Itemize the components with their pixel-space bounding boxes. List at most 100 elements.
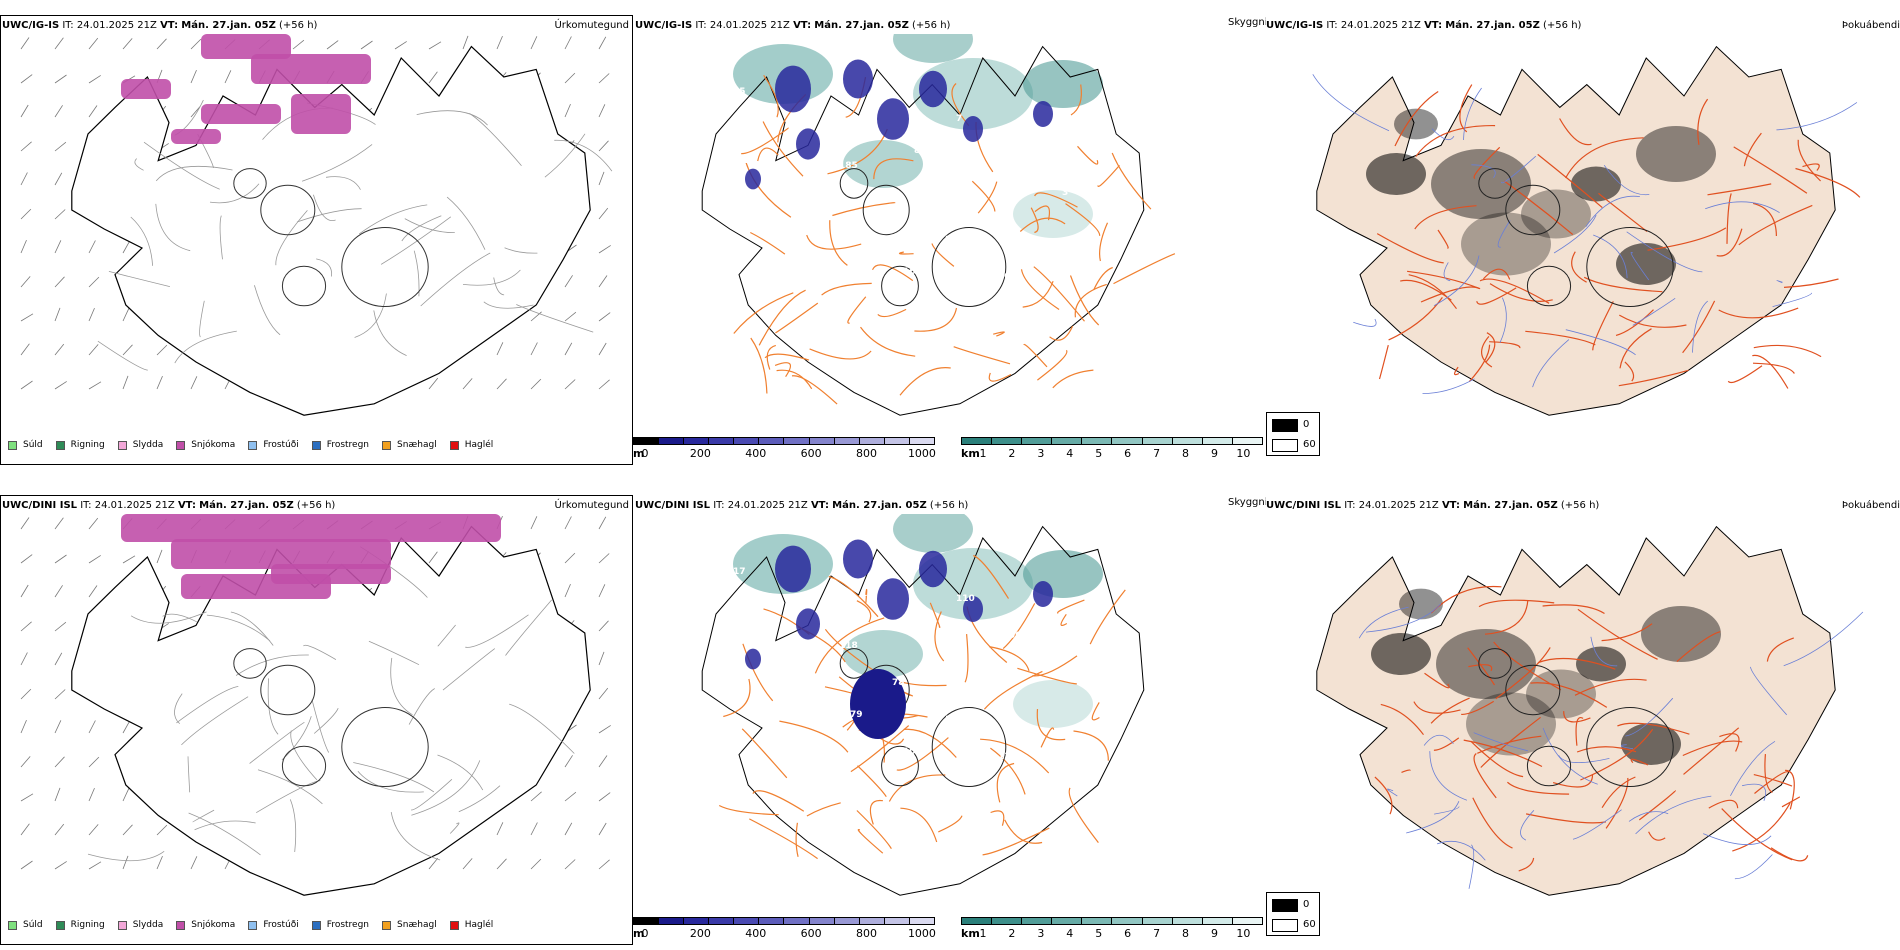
road-line bbox=[1598, 192, 1648, 232]
glacier-outline bbox=[1478, 648, 1512, 679]
colorbar-tick: 400 bbox=[745, 927, 767, 940]
road-line bbox=[1783, 611, 1864, 667]
fog-max-swatch bbox=[1272, 899, 1298, 912]
wind-barb bbox=[292, 39, 305, 50]
legend-item: Rigning bbox=[55, 440, 105, 450]
legend-label: Haglél bbox=[464, 920, 494, 930]
wind-barb bbox=[20, 239, 27, 254]
road-line bbox=[1443, 262, 1451, 282]
colorbar-step bbox=[709, 918, 735, 924]
colorbar-tick: 2 bbox=[1008, 447, 1016, 460]
legend-label: Súld bbox=[23, 920, 43, 930]
cloud-base-area bbox=[963, 596, 983, 622]
road-line bbox=[1495, 647, 1551, 700]
road-line bbox=[806, 802, 841, 817]
colorbar-tick: 1000 bbox=[907, 927, 936, 940]
road-line bbox=[1091, 702, 1100, 721]
road-line bbox=[814, 617, 885, 674]
legend-swatch bbox=[8, 440, 17, 450]
road-line bbox=[1401, 769, 1411, 773]
cloud-base-label: 13 bbox=[744, 156, 757, 166]
wind-barb bbox=[190, 376, 198, 390]
fog-legend: 0 60 bbox=[1266, 892, 1320, 936]
colorbar-step bbox=[884, 918, 910, 924]
road-line bbox=[1520, 810, 1535, 841]
wind-barb bbox=[190, 69, 197, 84]
wind-barb bbox=[20, 719, 27, 734]
fog-min-label: 60 bbox=[1303, 919, 1316, 930]
colorbar-step bbox=[809, 918, 835, 924]
colorbar-step bbox=[1172, 438, 1203, 444]
colorbar-step bbox=[834, 918, 860, 924]
road-line bbox=[1434, 806, 1460, 815]
cloud-base-label: 4 bbox=[967, 183, 973, 193]
road-line bbox=[1718, 307, 1799, 319]
road-line bbox=[1023, 343, 1048, 368]
wind-barb bbox=[428, 857, 439, 870]
cloud-base-colorbar: m 0 200 400 600 800 1000 bbox=[633, 437, 936, 460]
fog-area bbox=[1366, 153, 1426, 195]
wind-barb bbox=[88, 105, 98, 118]
road-line bbox=[1617, 722, 1690, 735]
wind-barb bbox=[88, 75, 101, 84]
road-line bbox=[1089, 589, 1126, 645]
road-line bbox=[1542, 727, 1598, 785]
road-line bbox=[1592, 301, 1614, 351]
road-line bbox=[1388, 297, 1443, 341]
road-line bbox=[898, 251, 914, 255]
road-line bbox=[1453, 366, 1460, 376]
fog-min-swatch bbox=[1272, 919, 1298, 932]
road-line bbox=[1628, 811, 1669, 822]
road-line bbox=[1424, 672, 1450, 689]
road-line bbox=[1476, 287, 1517, 305]
road-line bbox=[1489, 341, 1521, 349]
colorbar-step bbox=[1022, 918, 1053, 924]
road-line bbox=[206, 614, 271, 642]
cloud-base-area bbox=[1033, 581, 1053, 607]
colorbar-step bbox=[709, 438, 735, 444]
glacier-outline bbox=[1526, 745, 1572, 787]
road-line bbox=[1752, 354, 1789, 389]
road-line bbox=[775, 302, 819, 334]
road-line bbox=[806, 234, 862, 250]
glacier-outline bbox=[260, 664, 316, 716]
road-line bbox=[1703, 833, 1772, 845]
road-line bbox=[462, 269, 521, 286]
road-line bbox=[130, 216, 153, 266]
colorbar-step bbox=[1232, 918, 1262, 924]
road-line bbox=[199, 300, 205, 338]
visibility-area bbox=[1013, 190, 1093, 238]
wind-barb bbox=[564, 379, 576, 390]
wind-barb bbox=[88, 307, 95, 322]
road-line bbox=[1563, 711, 1591, 723]
road-line bbox=[779, 720, 849, 753]
road-line bbox=[1682, 300, 1716, 354]
wind-barb bbox=[598, 171, 605, 186]
cloud-base-label: 13 bbox=[797, 193, 810, 203]
road-line bbox=[1593, 234, 1628, 279]
road-line bbox=[469, 113, 522, 166]
colorbar-step bbox=[734, 918, 760, 924]
wind-barb bbox=[20, 104, 29, 118]
colorbar-step bbox=[884, 438, 910, 444]
wind-barb bbox=[598, 73, 610, 84]
road-line bbox=[1032, 655, 1078, 677]
glacier-outline bbox=[862, 184, 910, 236]
road-line bbox=[1049, 325, 1074, 341]
wind-barb bbox=[598, 651, 605, 666]
road-line bbox=[289, 799, 297, 853]
road-line bbox=[1019, 217, 1066, 232]
colorbar-step bbox=[1112, 918, 1143, 924]
legend-item: Frostregn bbox=[311, 920, 369, 930]
wind-barb bbox=[54, 756, 65, 768]
road-line bbox=[1719, 733, 1740, 752]
road-line bbox=[723, 678, 751, 718]
fog-corner-label: Þokuábendi bbox=[1841, 500, 1900, 511]
visibility-colorbar: km 1 2 3 4 5 6 7 8 9 10 bbox=[961, 917, 1263, 940]
legend-label: Rigning bbox=[70, 920, 105, 930]
fog-area bbox=[1621, 723, 1681, 765]
wind-barb bbox=[54, 343, 65, 356]
glacier-outline bbox=[881, 265, 919, 307]
wind-barb bbox=[20, 276, 31, 288]
wind-barb bbox=[564, 755, 573, 768]
